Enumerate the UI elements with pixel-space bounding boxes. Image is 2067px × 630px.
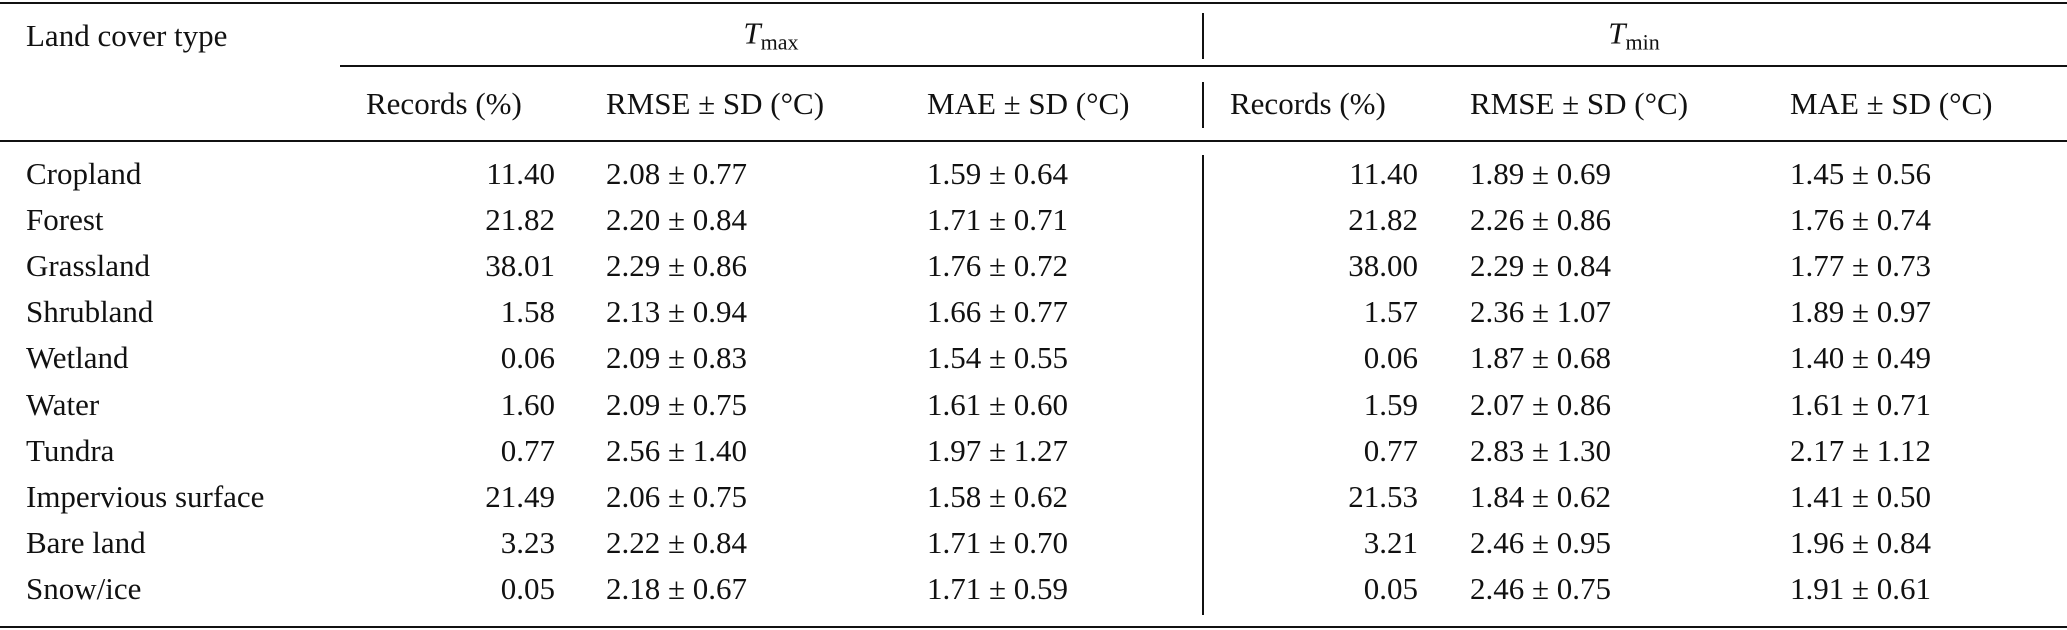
header-rule: [0, 140, 2067, 142]
cell: 0.77: [1363, 432, 1418, 468]
cell: 0.06: [1363, 340, 1418, 376]
cell: 1.59 ± 0.64: [927, 156, 1069, 191]
bottom-rule: [0, 626, 2067, 628]
cell: 3.23: [500, 524, 555, 560]
cell: 2.09 ± 0.75: [606, 386, 748, 422]
cell: 11.40: [486, 156, 555, 191]
cell: 2.13 ± 0.94: [606, 294, 748, 330]
cell: 2.29 ± 0.86: [606, 248, 748, 284]
cell: 2.08 ± 0.77: [606, 156, 748, 191]
cell: 1.96 ± 0.84: [1790, 524, 1932, 560]
group-symbol: T: [743, 15, 761, 51]
row-label: Forest: [26, 202, 104, 238]
cell: 1.97 ± 1.27: [927, 432, 1069, 468]
cell: 1.45 ± 0.56: [1790, 156, 1932, 191]
row-label: Water: [26, 386, 100, 422]
cell: 1.58: [500, 294, 555, 330]
cell: 2.07 ± 0.86: [1470, 386, 1612, 422]
row-label: Grassland: [26, 248, 150, 284]
cell: 1.41 ± 0.50: [1790, 478, 1932, 514]
cell: 1.54 ± 0.55: [927, 340, 1069, 376]
column-header: RMSE ± SD (°C): [606, 86, 825, 121]
row-label: Shrubland: [26, 294, 154, 330]
cell: 1.71 ± 0.59: [927, 570, 1069, 606]
cell: 38.01: [485, 248, 555, 284]
cell: 2.18 ± 0.67: [606, 570, 748, 606]
row-label: Bare land: [26, 524, 146, 560]
cell: 21.82: [1348, 202, 1418, 238]
cell: 1.61 ± 0.71: [1790, 386, 1932, 422]
cell: 21.49: [485, 478, 555, 514]
row-label: Tundra: [26, 432, 115, 468]
separator: [1202, 82, 1204, 128]
cell: 1.91 ± 0.61: [1790, 570, 1932, 606]
cell: 0.77: [500, 432, 555, 468]
group-header: Tmax: [743, 14, 798, 63]
column-header: MAE ± SD (°C): [1790, 86, 1993, 121]
cell: 2.09 ± 0.83: [606, 340, 748, 376]
cell: 1.76 ± 0.72: [927, 248, 1069, 284]
header-cell: Land cover type: [26, 18, 228, 53]
cell: 38.00: [1348, 248, 1418, 284]
cell: 2.22 ± 0.84: [606, 524, 748, 560]
cell: 1.71 ± 0.70: [927, 524, 1069, 560]
cell: 1.84 ± 0.62: [1470, 478, 1612, 514]
cell: 3.21: [1363, 524, 1418, 560]
column-header: Records (%): [366, 86, 522, 121]
cell: 1.71 ± 0.71: [927, 202, 1069, 238]
cell: 1.66 ± 0.77: [927, 294, 1069, 330]
column-header: Records (%): [1230, 86, 1386, 121]
cell: 2.83 ± 1.30: [1470, 432, 1612, 468]
cell: 1.40 ± 0.49: [1790, 340, 1932, 376]
row-label: Wetland: [26, 340, 129, 376]
cell: 1.59: [1363, 386, 1418, 422]
cell: 0.05: [500, 570, 555, 606]
separator: [1202, 155, 1204, 615]
cell: 1.89 ± 0.97: [1790, 294, 1932, 330]
group-subscript: min: [1625, 29, 1660, 55]
cell: 1.57: [1363, 294, 1418, 330]
cell: 21.82: [485, 202, 555, 238]
cell: 1.87 ± 0.68: [1470, 340, 1612, 376]
cell: 1.58 ± 0.62: [927, 478, 1069, 514]
cell: 2.46 ± 0.75: [1470, 570, 1612, 606]
cell: 2.36 ± 1.07: [1470, 294, 1612, 330]
column-header: RMSE ± SD (°C): [1470, 86, 1689, 121]
cell: 1.61 ± 0.60: [927, 386, 1069, 422]
cell: 1.60: [500, 386, 555, 422]
cell: 2.46 ± 0.95: [1470, 524, 1612, 560]
row-label: Impervious surface: [26, 478, 265, 514]
cell: 2.29 ± 0.84: [1470, 248, 1612, 284]
group-subscript: max: [760, 29, 799, 55]
cell: 11.40: [1349, 156, 1418, 191]
cell: 21.53: [1348, 478, 1418, 514]
row-label: Cropland: [26, 156, 142, 191]
cell: 2.20 ± 0.84: [606, 202, 748, 238]
cell: 1.76 ± 0.74: [1790, 202, 1932, 238]
separator: [1202, 13, 1204, 59]
group-rule: [340, 65, 2067, 67]
cell: 1.77 ± 0.73: [1790, 248, 1932, 284]
cell: 2.06 ± 0.75: [606, 478, 748, 514]
group-symbol: T: [1608, 15, 1626, 51]
row-label: Snow/ice: [26, 570, 142, 606]
cell: 0.05: [1363, 570, 1418, 606]
cell: 1.89 ± 0.69: [1470, 156, 1612, 191]
cell: 2.17 ± 1.12: [1790, 432, 1932, 468]
group-header: Tmin: [1608, 14, 1659, 63]
cell: 2.56 ± 1.40: [606, 432, 748, 468]
top-rule: [0, 2, 2067, 4]
column-header: MAE ± SD (°C): [927, 86, 1130, 121]
cell: 0.06: [500, 340, 555, 376]
cell: 2.26 ± 0.86: [1470, 202, 1612, 238]
